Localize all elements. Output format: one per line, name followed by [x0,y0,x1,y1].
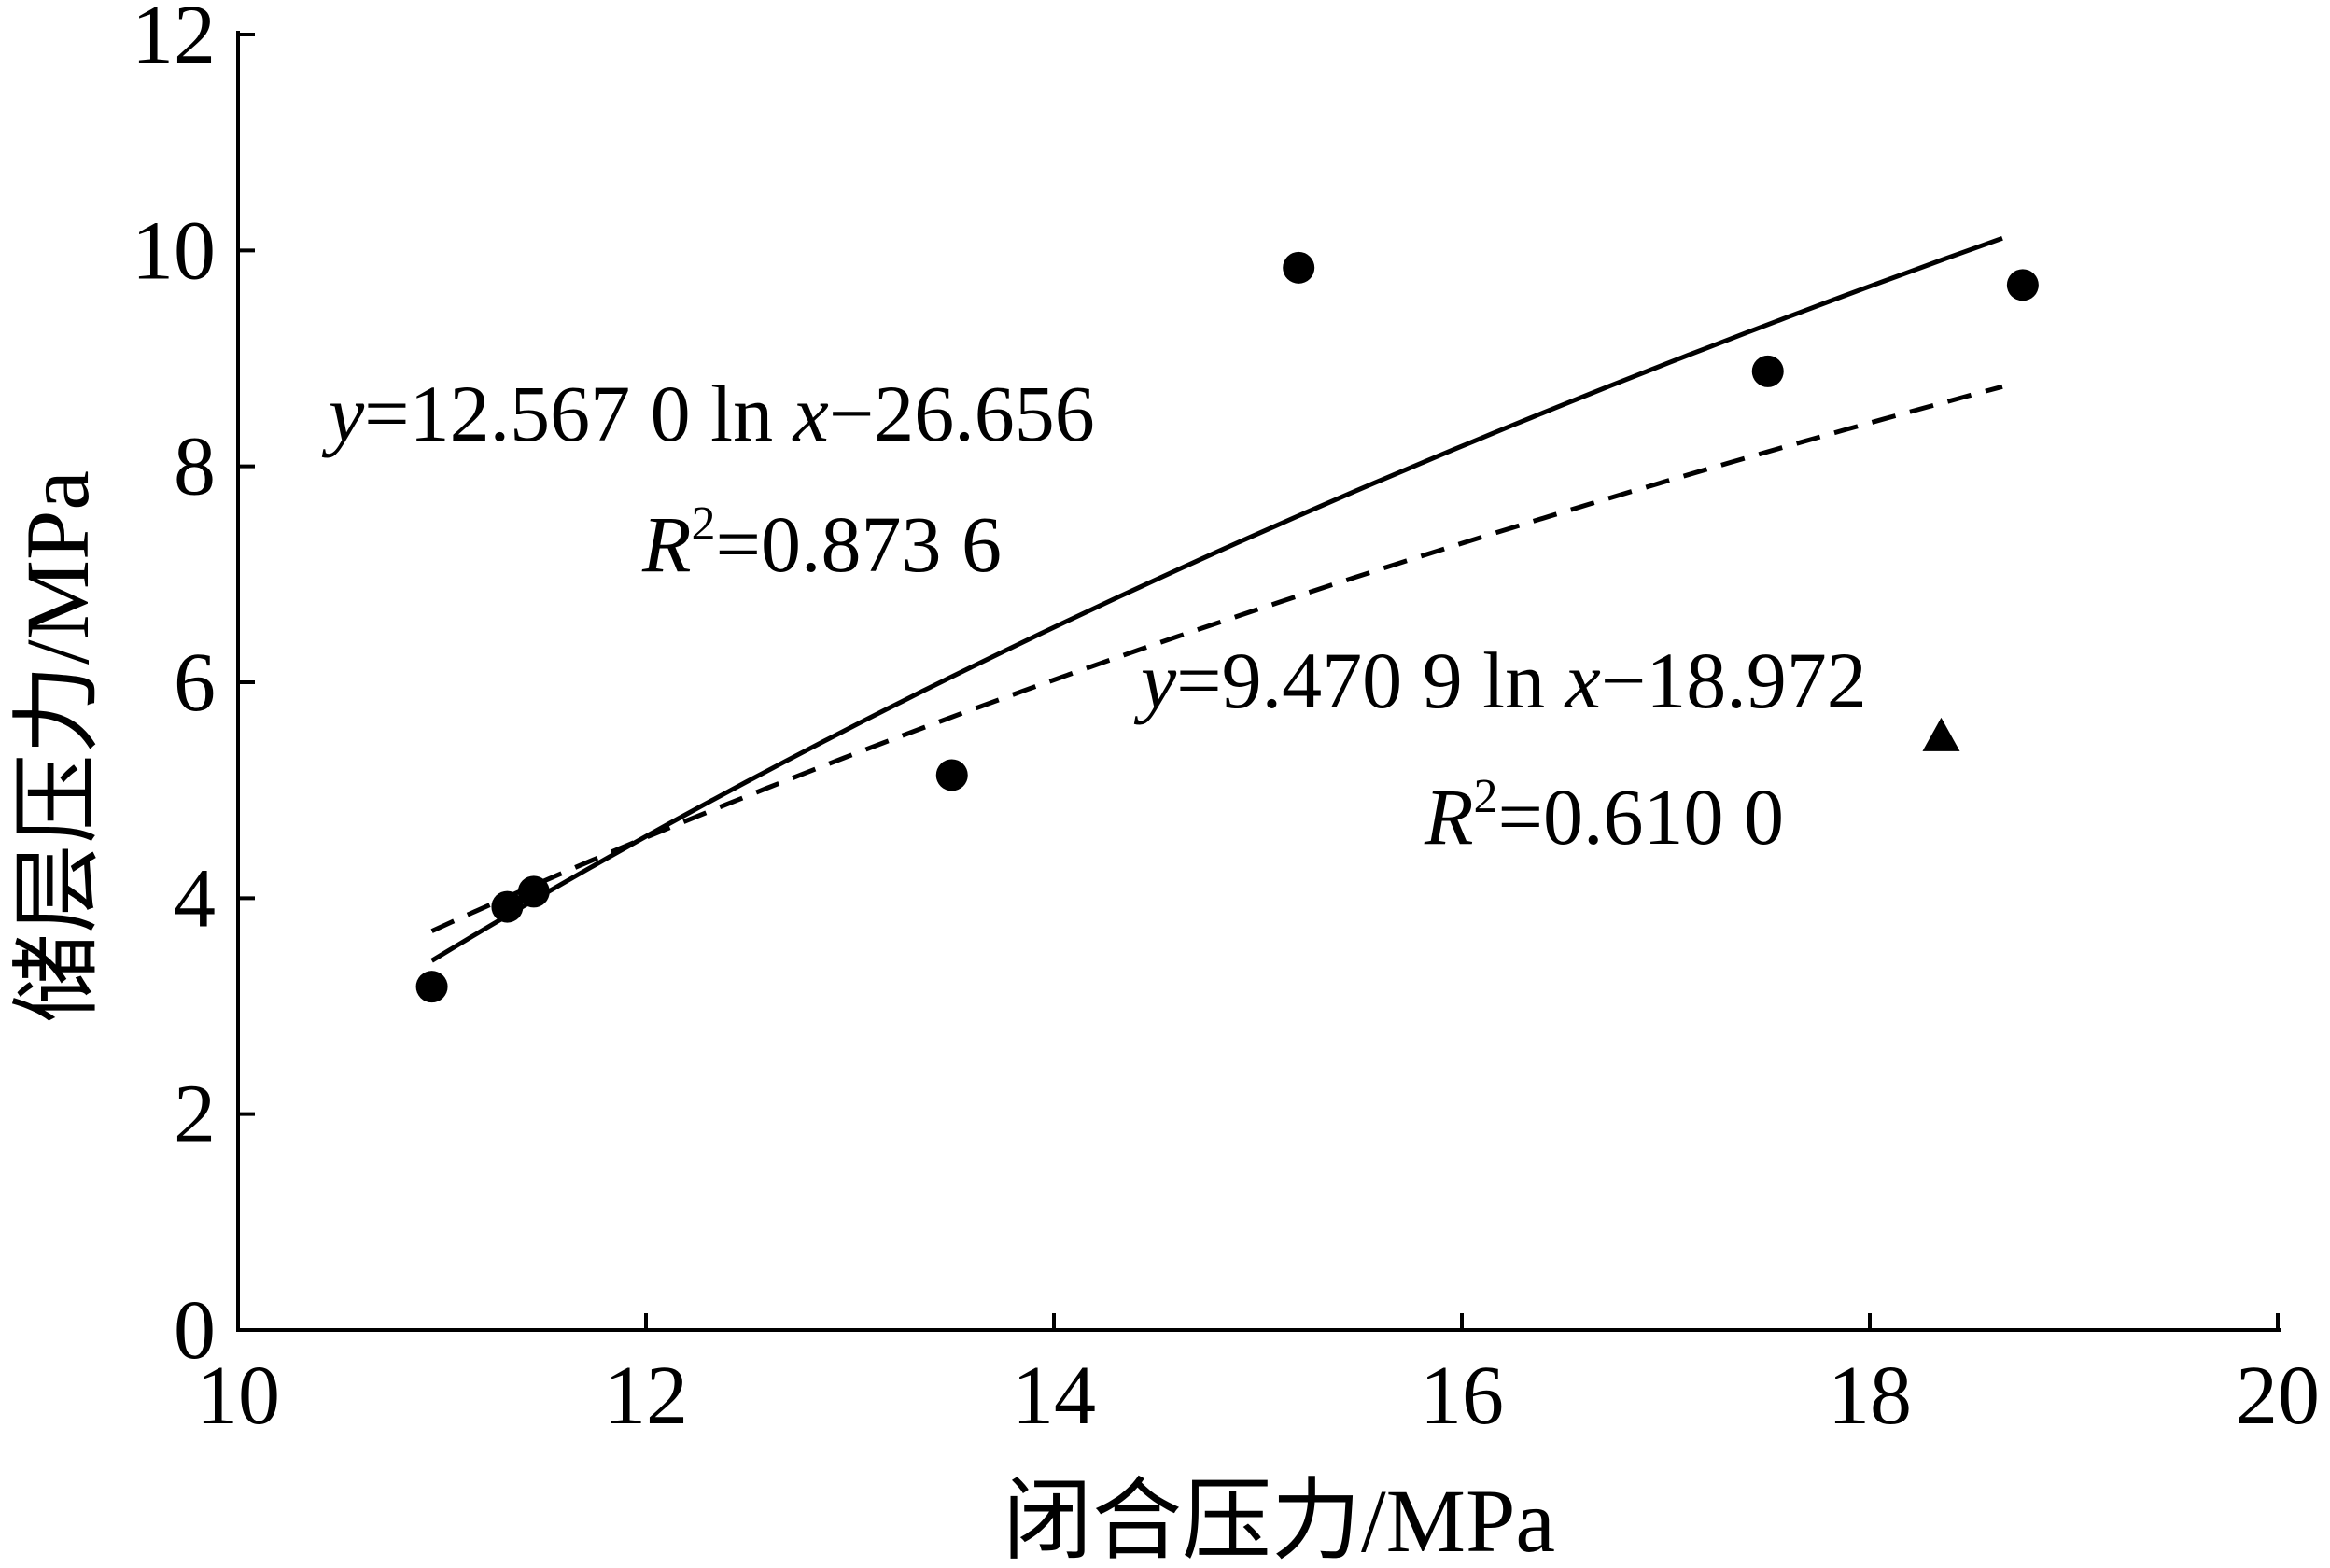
fit1-equation: y=12.567 0 ln x−26.656 [321,369,1095,458]
y-tick-label-6: 12 [132,0,216,81]
data-points [415,251,2039,1003]
y-tick-label-3: 6 [174,637,216,729]
data-point-5 [1751,355,1784,387]
fit2-r2: R2=0.610 0 [1424,770,1784,861]
x-tick-label-3: 16 [1420,1350,1504,1442]
x-tick-label-1: 12 [604,1350,688,1442]
y-tick-label-1: 2 [174,1069,216,1161]
fit-lines [430,235,2003,963]
axis-ticks: 0 2 4 6 8 10 12 10 12 14 16 18 20 [132,0,2320,1442]
data-point-4 [1283,251,1315,284]
x-tick-label-5: 20 [2236,1350,2320,1442]
x-tick-label-0: 10 [196,1350,280,1442]
y-tick-label-0: 0 [174,1284,216,1377]
fit1-r2: R2=0.873 6 [641,497,1002,589]
data-point-1 [491,890,524,923]
x-axis-label: 闭合压力/MPa [1003,1471,1555,1568]
x-tick-label-2: 14 [1012,1350,1096,1442]
data-point-triangle [1922,717,1960,751]
y-axis-label: 储层压力/MPa [7,470,107,1023]
x-tick-label-4: 18 [1828,1350,1912,1442]
data-point-0 [415,971,448,1003]
data-point-6 [2006,269,2039,301]
y-tick-label-2: 4 [174,852,216,945]
data-point-3 [935,759,968,791]
fit-line-dashed [430,384,2003,933]
y-tick-label-5: 10 [132,204,216,297]
data-point-2 [517,875,550,908]
fit-line-solid [430,235,2003,963]
y-tick-label-4: 8 [174,421,216,513]
fit2-equation: y=9.470 9 ln x−18.972 [1133,636,1867,725]
